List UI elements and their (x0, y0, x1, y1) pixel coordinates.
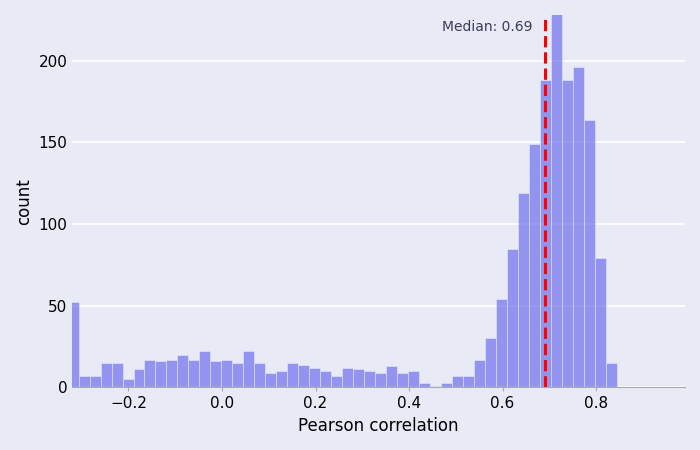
Bar (232, 363, 244, 387)
Bar (144, 360, 155, 387)
Bar (375, 373, 386, 387)
Bar (496, 299, 507, 387)
Bar (90, 376, 101, 387)
Bar (397, 373, 408, 387)
Bar (320, 371, 331, 387)
Bar (529, 144, 540, 387)
Bar (221, 360, 232, 387)
Bar (540, 81, 551, 387)
Bar (507, 248, 518, 387)
Bar (254, 363, 265, 387)
Bar (452, 376, 463, 387)
Bar (331, 376, 342, 387)
Bar (155, 361, 167, 387)
Bar (354, 369, 364, 387)
Bar (606, 363, 617, 387)
Bar (265, 373, 276, 387)
Bar (188, 360, 199, 387)
Text: Median: 0.69: Median: 0.69 (442, 20, 533, 34)
Bar (441, 382, 452, 387)
Bar (474, 360, 485, 387)
Bar (101, 363, 111, 387)
Bar (584, 120, 595, 387)
Bar (134, 369, 144, 387)
Bar (485, 338, 496, 387)
Bar (287, 363, 298, 387)
Bar (111, 363, 122, 387)
Bar (167, 360, 177, 387)
Bar (551, 0, 562, 387)
Bar (342, 368, 354, 387)
Bar (430, 386, 441, 387)
Bar (364, 371, 375, 387)
Bar (68, 302, 78, 387)
Bar (386, 366, 397, 387)
Bar (78, 376, 90, 387)
Bar (573, 67, 584, 387)
Bar (122, 379, 134, 387)
Bar (244, 351, 254, 387)
Bar (518, 193, 529, 387)
Bar (199, 351, 211, 387)
Bar (309, 368, 320, 387)
Bar (463, 376, 474, 387)
X-axis label: Pearson correlation: Pearson correlation (298, 417, 459, 435)
Bar (177, 355, 188, 387)
Bar (419, 382, 430, 387)
Y-axis label: count: count (15, 178, 33, 225)
Bar (211, 361, 221, 387)
Bar (595, 258, 606, 387)
Bar (562, 81, 573, 387)
Bar (298, 364, 309, 387)
Bar (408, 371, 419, 387)
Bar (276, 371, 287, 387)
